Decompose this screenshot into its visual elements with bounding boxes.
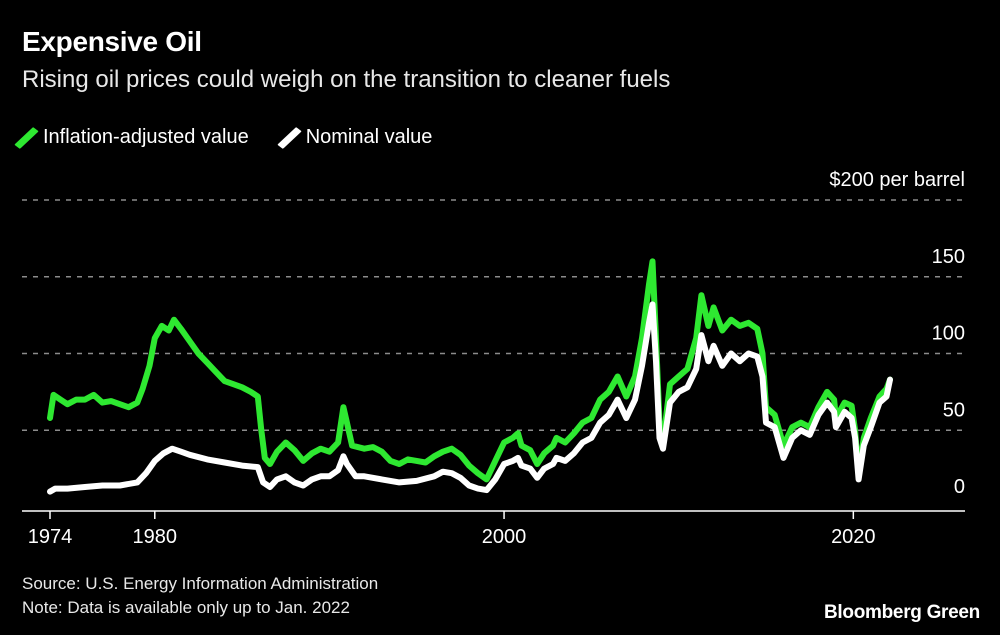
- y-tick-label-150: 150: [932, 246, 965, 268]
- brand-logo: Bloomberg Green: [824, 602, 980, 623]
- legend-item-nominal: Nominal value: [276, 126, 433, 149]
- x-tick-label-2020: 2020: [831, 526, 876, 548]
- y-tick-label-0: 0: [954, 476, 965, 498]
- y-tick-label-50: 50: [943, 399, 965, 421]
- series-line-nominal: [47, 301, 893, 495]
- chart-footer: Source: U.S. Energy Information Administ…: [22, 572, 378, 620]
- x-tick-label-1974: 1974: [28, 526, 73, 548]
- data-note: Note: Data is available only up to Jan. …: [22, 598, 350, 617]
- x-tick-label-2000: 2000: [482, 526, 527, 548]
- chart-subtitle: Rising oil prices could weigh on the tra…: [22, 66, 671, 93]
- series-line-inflation-adjusted: [47, 258, 893, 483]
- x-tick-label-1980: 1980: [133, 526, 178, 548]
- y-tick-label-200: $200 per barrel: [829, 169, 965, 191]
- chart-legend: Inflation-adjusted value Nominal value: [14, 126, 468, 149]
- legend-item-inflation-adjusted: Inflation-adjusted value: [14, 126, 249, 149]
- legend-label-inflation-adjusted: Inflation-adjusted value: [43, 126, 249, 148]
- chart-title: Expensive Oil: [22, 26, 202, 57]
- source-note: Source: U.S. Energy Information Administ…: [22, 574, 379, 593]
- y-tick-label-100: 100: [932, 323, 965, 345]
- legend-label-nominal: Nominal value: [305, 126, 433, 148]
